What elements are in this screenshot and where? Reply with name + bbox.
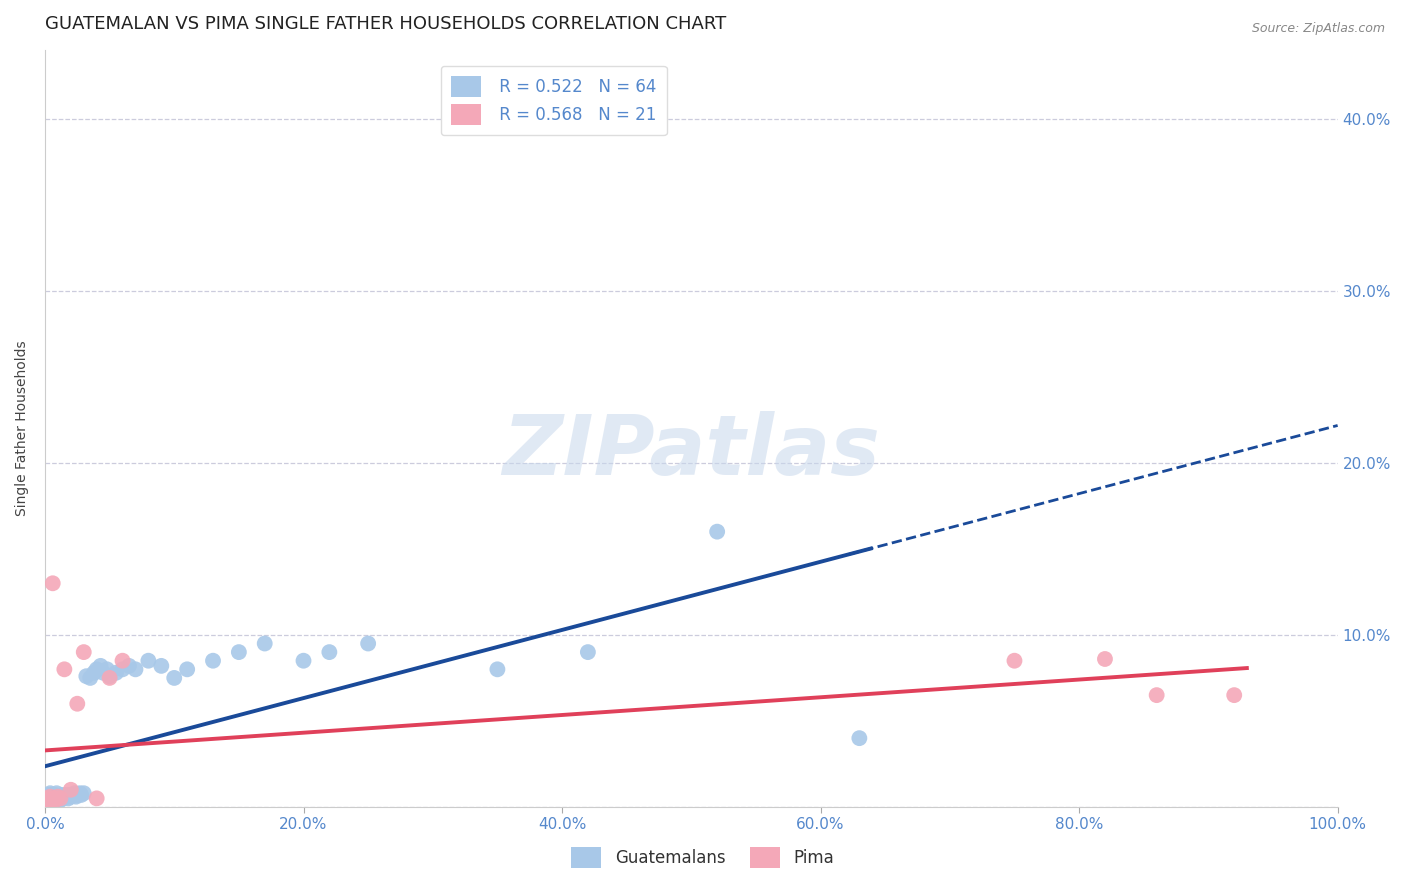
Point	[38, 791, 60, 805]
Point	[52, 791, 75, 805]
Point	[37, 791, 59, 805]
Point	[66, 697, 89, 711]
Point	[56, 789, 79, 804]
Point	[42, 789, 65, 804]
Point	[163, 671, 186, 685]
Point	[58, 788, 80, 802]
Point	[70, 788, 93, 802]
Point	[176, 662, 198, 676]
Point	[53, 789, 76, 804]
Point	[253, 636, 276, 650]
Point	[42, 795, 65, 809]
Y-axis label: Single Father Households: Single Father Households	[15, 341, 30, 516]
Point	[59, 789, 82, 804]
Point	[98, 671, 121, 685]
Point	[1094, 652, 1116, 666]
Point	[576, 645, 599, 659]
Point	[41, 788, 63, 802]
Point	[46, 789, 69, 804]
Text: Source: ZipAtlas.com: Source: ZipAtlas.com	[1251, 22, 1385, 36]
Point	[38, 788, 60, 802]
Point	[42, 793, 65, 807]
Text: ZIPatlas: ZIPatlas	[502, 410, 880, 491]
Point	[48, 789, 70, 804]
Point	[37, 791, 59, 805]
Point	[98, 669, 121, 683]
Legend: Guatemalans, Pima: Guatemalans, Pima	[565, 840, 841, 875]
Point	[39, 793, 62, 807]
Point	[90, 659, 112, 673]
Point	[1146, 688, 1168, 702]
Point	[37, 793, 59, 807]
Point	[53, 662, 76, 676]
Point	[46, 791, 69, 805]
Point	[69, 786, 91, 800]
Point	[124, 662, 146, 676]
Point	[292, 654, 315, 668]
Point	[44, 793, 66, 807]
Point	[91, 665, 114, 680]
Point	[75, 669, 97, 683]
Point	[138, 654, 160, 668]
Point	[66, 788, 89, 802]
Point	[41, 795, 63, 809]
Point	[202, 654, 225, 668]
Point	[35, 795, 58, 809]
Point	[39, 789, 62, 804]
Point	[486, 662, 509, 676]
Point	[86, 791, 108, 805]
Point	[79, 671, 101, 685]
Point	[83, 665, 105, 680]
Point	[44, 793, 66, 807]
Point	[118, 659, 141, 673]
Point	[45, 786, 67, 800]
Point	[318, 645, 340, 659]
Point	[59, 782, 82, 797]
Point	[38, 795, 60, 809]
Point	[73, 786, 96, 800]
Point	[228, 645, 250, 659]
Point	[62, 788, 84, 802]
Point	[111, 654, 134, 668]
Point	[49, 793, 72, 807]
Point	[49, 791, 72, 805]
Point	[150, 659, 173, 673]
Point	[58, 791, 80, 805]
Point	[848, 731, 870, 746]
Point	[105, 665, 128, 680]
Point	[44, 788, 66, 802]
Point	[96, 662, 118, 676]
Point	[1223, 688, 1246, 702]
Point	[38, 795, 60, 809]
Point	[45, 791, 67, 805]
Legend:  R = 0.522   N = 64,  R = 0.568   N = 21: R = 0.522 N = 64, R = 0.568 N = 21	[441, 66, 666, 136]
Point	[35, 793, 58, 807]
Point	[42, 791, 65, 805]
Point	[42, 789, 65, 804]
Point	[42, 576, 65, 591]
Point	[73, 645, 96, 659]
Point	[65, 789, 87, 804]
Point	[706, 524, 728, 539]
Point	[51, 788, 73, 802]
Text: GUATEMALAN VS PIMA SINGLE FATHER HOUSEHOLDS CORRELATION CHART: GUATEMALAN VS PIMA SINGLE FATHER HOUSEHO…	[45, 15, 727, 33]
Point	[41, 791, 63, 805]
Point	[41, 793, 63, 807]
Point	[39, 789, 62, 804]
Point	[55, 788, 77, 802]
Point	[63, 786, 86, 800]
Point	[39, 786, 62, 800]
Point	[1004, 654, 1026, 668]
Point	[86, 662, 108, 676]
Point	[357, 636, 380, 650]
Point	[111, 662, 134, 676]
